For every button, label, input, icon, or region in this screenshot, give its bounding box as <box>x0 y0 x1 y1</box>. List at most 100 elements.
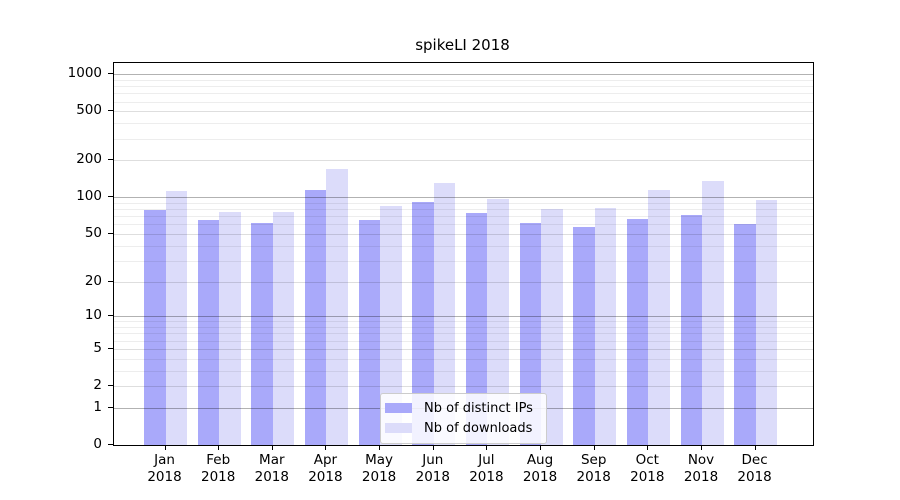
x-tick-label-mar: Mar 2018 <box>240 452 304 486</box>
x-tick-mark <box>647 445 649 450</box>
x-tick-label-sep: Sep 2018 <box>562 452 626 486</box>
x-tick-mark <box>486 445 488 450</box>
gridline-minor <box>114 93 813 95</box>
y-tick-label-50: 50 <box>84 225 102 241</box>
x-tick-text: 2018 <box>147 469 182 485</box>
legend-label-distinct-ips: Nb of distinct IPs <box>424 400 533 416</box>
x-tick-text: Sep <box>580 452 607 468</box>
x-tick-text: Jan <box>154 452 175 468</box>
x-tick-mark <box>593 445 595 450</box>
bar-distinct-ips-mar <box>251 222 273 445</box>
legend-item-distinct-ips: Nb of distinct IPs <box>385 398 546 418</box>
bar-downloads-mar <box>272 211 295 445</box>
bar-downloads-jul <box>487 199 509 445</box>
x-tick-text: Feb <box>206 452 231 468</box>
x-tick-text: 2018 <box>361 469 397 485</box>
y-tick-label-2: 2 <box>93 377 102 394</box>
y-tick-label-20: 20 <box>84 272 102 289</box>
x-tick-label-jul: Jul 2018 <box>454 452 518 486</box>
x-tick-text: Apr <box>313 452 338 468</box>
y-tick-mark <box>108 315 113 317</box>
legend: Nb of distinct IPs Nb of downloads <box>380 393 547 444</box>
bar-downloads-feb <box>219 211 241 445</box>
bar-distinct-ips-feb <box>197 220 220 445</box>
gridline-500 <box>114 111 813 113</box>
y-tick-mark <box>108 347 113 349</box>
x-tick-label-aug: Aug 2018 <box>508 452 572 486</box>
bar-distinct-ips-apr <box>304 190 327 445</box>
x-tick-label-oct: Oct 2018 <box>615 452 679 486</box>
legend-swatch-distinct-ips <box>385 403 412 413</box>
y-tick-label-0: 0 <box>93 436 102 452</box>
x-tick-label-apr: Apr 2018 <box>293 452 357 486</box>
legend-label-downloads: Nb of downloads <box>424 420 533 436</box>
bar-distinct-ips-dec <box>734 223 756 445</box>
bar-downloads-aug <box>541 209 563 445</box>
gridline-1000 <box>114 74 813 76</box>
y-tick-label-10: 10 <box>84 307 102 324</box>
x-tick-label-may: May 2018 <box>347 452 411 486</box>
legend-item-downloads: Nb of downloads <box>385 418 546 438</box>
x-tick-text: 2018 <box>254 469 289 485</box>
x-tick-label-dec: Dec 2018 <box>723 452 787 486</box>
y-tick-label-1: 1 <box>93 398 102 415</box>
x-tick-mark <box>701 445 702 450</box>
bar-distinct-ips-aug <box>519 222 542 445</box>
x-tick-text: May <box>365 452 394 468</box>
x-tick-mark <box>379 445 381 450</box>
x-tick-mark <box>540 445 541 450</box>
y-tick-mark <box>108 233 113 234</box>
x-tick-text: Oct <box>635 452 659 468</box>
y-tick-label-200: 200 <box>76 151 102 168</box>
x-tick-label-jan: Jan 2018 <box>133 452 197 486</box>
bar-distinct-ips-jul <box>465 212 488 445</box>
bar-downloads-jan <box>165 190 187 445</box>
bar-distinct-ips-jun <box>412 201 434 445</box>
y-tick-mark <box>108 159 113 161</box>
x-tick-text: 2018 <box>576 469 611 485</box>
bar-downloads-oct <box>648 190 670 445</box>
y-tick-label-500: 500 <box>76 102 102 119</box>
x-tick-text: 2018 <box>469 469 504 485</box>
x-tick-text: 2018 <box>415 469 450 485</box>
gridline-minor <box>114 86 813 88</box>
gridline-minor <box>114 123 813 125</box>
y-tick-label-5: 5 <box>93 339 102 356</box>
x-tick-text: Dec <box>741 452 768 468</box>
x-tick-mark <box>432 445 434 450</box>
x-tick-mark <box>164 445 166 450</box>
x-tick-text: 2018 <box>522 469 558 485</box>
gridline-minor <box>114 101 813 103</box>
gridline-minor <box>114 79 813 81</box>
x-tick-mark <box>754 445 756 450</box>
y-tick-mark <box>108 444 113 445</box>
x-tick-label-feb: Feb 2018 <box>186 452 250 486</box>
gridline-200 <box>114 160 813 162</box>
bar-downloads-jun <box>433 183 456 445</box>
x-tick-label-jun: Jun 2018 <box>401 452 465 486</box>
x-tick-text: Jul <box>478 452 495 468</box>
x-tick-mark <box>218 445 220 450</box>
x-tick-text: 2018 <box>683 469 719 485</box>
bar-downloads-apr <box>326 168 348 445</box>
bar-distinct-ips-may <box>358 220 381 445</box>
plot-area: Nb of distinct IPs Nb of downloads <box>113 62 814 446</box>
y-tick-mark <box>108 406 113 408</box>
x-tick-text: Aug <box>526 452 554 468</box>
y-tick-label-100: 100 <box>76 188 102 205</box>
x-tick-text: 2018 <box>737 469 772 485</box>
x-tick-text: Mar <box>259 452 285 468</box>
y-tick-mark <box>108 385 113 387</box>
chart-title: spikeLI 2018 <box>415 36 510 54</box>
legend-swatch-downloads <box>385 423 412 433</box>
y-tick-mark <box>108 196 113 198</box>
bar-distinct-ips-sep <box>573 227 595 445</box>
y-tick-label-1000: 1000 <box>67 65 102 82</box>
x-tick-text: 2018 <box>308 469 343 485</box>
x-tick-text: 2018 <box>201 469 236 485</box>
bar-distinct-ips-jan <box>144 209 166 445</box>
x-tick-text: 2018 <box>630 469 665 485</box>
x-tick-mark <box>325 445 327 450</box>
x-tick-text: Jun <box>422 452 444 468</box>
